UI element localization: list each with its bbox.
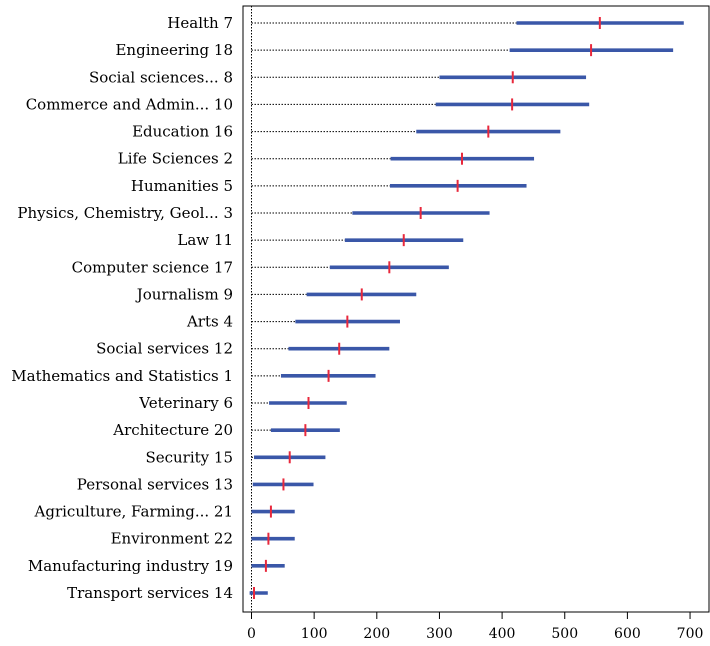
x-tick-label: 0 xyxy=(247,626,256,642)
row-labels: Health 7 Engineering 18 Social sciences...… xyxy=(11,14,233,602)
x-tick-label: 400 xyxy=(489,626,516,642)
row-label: Engineering 18 xyxy=(115,41,233,59)
x-tick-label: 200 xyxy=(363,626,390,642)
row-label: Security 15 xyxy=(145,448,233,466)
interval-bars xyxy=(249,21,684,595)
row-label: Manufacturing industry 19 xyxy=(28,557,233,575)
row-label: Environment 22 xyxy=(111,530,233,548)
point-markers xyxy=(253,17,601,600)
x-tick-label: 600 xyxy=(614,626,641,642)
plot-frame xyxy=(242,5,710,613)
row-label: Physics, Chemistry, Geol... 3 xyxy=(17,204,233,222)
row-label: Computer science 17 xyxy=(72,258,233,276)
row-label: Law 11 xyxy=(177,231,233,249)
row-label: Personal services 13 xyxy=(77,475,233,493)
row-label: Social services 12 xyxy=(96,340,233,358)
x-tick-label: 500 xyxy=(551,626,578,642)
row-label: Journalism 9 xyxy=(135,285,233,303)
row-label: Commerce and Admin... 10 xyxy=(26,95,233,113)
row-label: Veterinary 6 xyxy=(138,394,233,412)
x-tick-label: 700 xyxy=(677,626,704,642)
row-label: Health 7 xyxy=(167,14,233,32)
x-tick-label: 300 xyxy=(426,626,453,642)
row-label: Agriculture, Farming... 21 xyxy=(34,503,233,521)
row-label: Mathematics and Statistics 1 xyxy=(11,367,233,385)
row-label: Life Sciences 2 xyxy=(118,150,233,168)
x-axis-ticks xyxy=(251,612,691,619)
row-label: Arts 4 xyxy=(186,313,233,331)
row-label: Architecture 20 xyxy=(112,421,233,439)
x-axis-tick-labels: 0 100 200 300 400 500 600 700 xyxy=(247,626,703,642)
x-tick-label: 100 xyxy=(301,626,328,642)
row-label: Education 16 xyxy=(132,123,233,141)
guide-lines xyxy=(251,22,517,458)
row-label: Transport services 14 xyxy=(67,584,233,602)
row-label: Social sciences... 8 xyxy=(89,68,233,86)
row-label: Humanities 5 xyxy=(131,177,233,195)
